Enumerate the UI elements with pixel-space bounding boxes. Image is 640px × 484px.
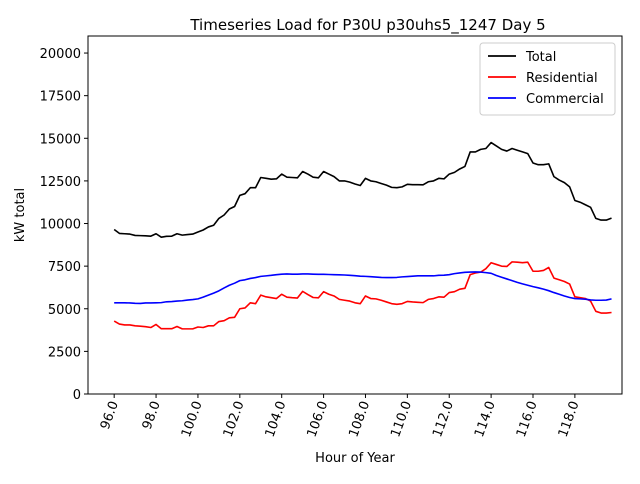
plot-frame xyxy=(87,35,623,395)
y-tick-label: 5000 xyxy=(48,303,81,318)
y-tick-label: 7500 xyxy=(48,260,81,275)
series-line-commercial xyxy=(114,271,612,305)
y-tick-label: 20000 xyxy=(40,47,81,62)
y-tick-label: 12500 xyxy=(40,175,81,190)
y-tick-label: 0 xyxy=(73,388,81,403)
y-axis-title: kW total xyxy=(13,188,28,242)
legend-label-residential: Residential xyxy=(526,71,598,86)
legend-label-total: Total xyxy=(525,50,556,65)
y-tick-label: 17500 xyxy=(40,90,81,105)
y-tick-label: 10000 xyxy=(40,218,81,233)
series-layer xyxy=(113,141,612,330)
legend: Total Residential Commercial xyxy=(479,42,616,116)
legend-box xyxy=(479,42,616,116)
series-line-residential xyxy=(113,261,612,330)
x-axis-title: Hour of Year xyxy=(315,451,395,466)
chart-title: Timeseries Load for P30U p30uhs5_1247 Da… xyxy=(189,16,545,35)
y-tick-label: 2500 xyxy=(48,345,81,360)
legend-label-commercial: Commercial xyxy=(526,92,604,107)
y-axis: 0 2500 5000 7500 10000 12500 15000 17500 20000 xyxy=(40,47,88,403)
y-tick-label: 15000 xyxy=(40,132,81,147)
series-line-total xyxy=(113,141,612,238)
